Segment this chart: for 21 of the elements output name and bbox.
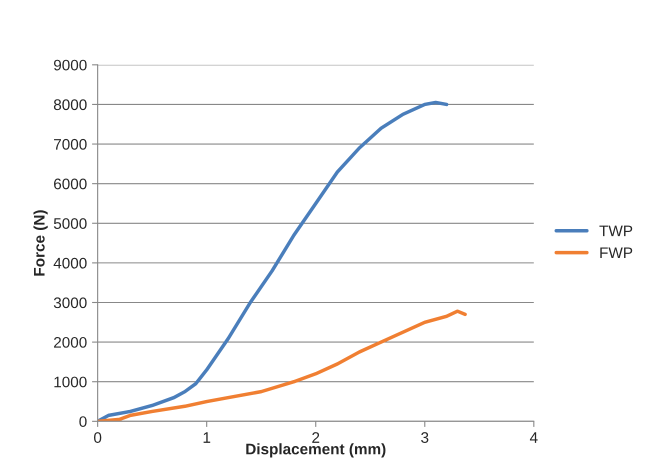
x-tick-label: 1 [204,432,210,443]
x-tick-label: 2 [312,432,320,443]
legend-label: TWP [599,226,632,236]
y-tick-label: 6000 [54,178,87,190]
y-tick-label: 0 [79,416,87,428]
x-axis-title: Displacement (mm) [246,443,386,458]
x-tick-label: 4 [530,432,538,443]
y-tick-label: 4000 [54,258,87,269]
y-tick-label: 8000 [54,99,87,110]
y-tick-label: 7000 [54,138,87,150]
line-series [98,309,467,422]
x-tick-label: 3 [421,432,428,443]
y-tick-label: 3000 [54,297,87,308]
x-tick-label: 0 [94,432,102,443]
legend-label: FWP [600,247,632,258]
y-tick-label: 1000 [54,376,87,388]
y-axis-title: Force (N) [33,210,48,276]
line-series [98,100,448,422]
y-tick-label: 9000 [54,60,87,71]
y-tick-label: 5000 [54,218,87,229]
y-tick-label: 2000 [54,336,87,348]
